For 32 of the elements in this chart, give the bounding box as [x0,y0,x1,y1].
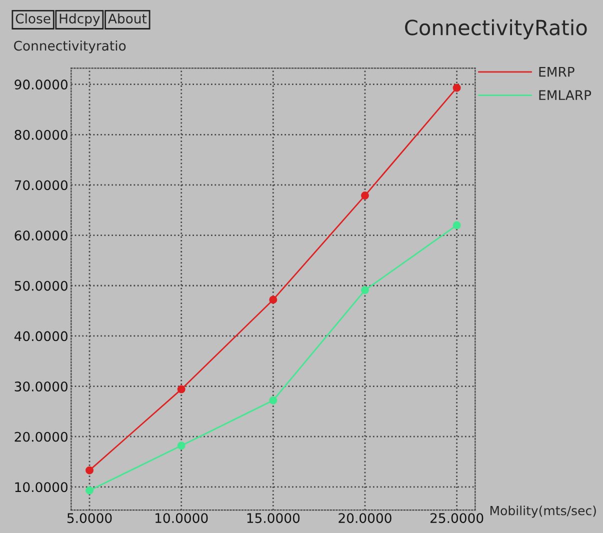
text: About [108,13,147,24]
point [452,221,461,230]
y-tick-label: 80.0000 [14,130,68,140]
chart-title: ConnectivityRatio [405,19,587,40]
text: Close [16,13,50,24]
y-tick-label: 20.0000 [14,432,68,442]
point [86,466,94,474]
y-tick-label: 90.0000 [14,80,68,90]
point [177,385,186,394]
x-tick-label: 25.0000 [430,513,484,524]
point [360,192,369,200]
point [269,396,278,404]
point [269,296,278,304]
y-tick-label: 50.0000 [14,280,68,291]
y-axis-title: Connectivityratio [14,40,126,54]
y-tick-label: 10.0000 [15,482,68,492]
point [86,486,94,494]
y-tick-label: 60.0000 [14,230,68,241]
y-tick-label: 30.0000 [14,382,68,392]
x-axis-title: Mobility(mts/sec) [490,506,596,518]
x-tick-label: 10.0000 [156,513,208,524]
legend-label: EMRP [539,66,574,77]
x-tick-label: 20.0000 [338,513,392,524]
point [177,442,186,450]
text: Hdcpy [60,13,100,26]
x-tick-label: 15.0000 [247,513,300,524]
y-tick-label: 40.0000 [14,331,68,342]
point [452,84,461,92]
point [360,286,369,294]
x-tick-label: 5.0000 [67,513,112,524]
y-tick-label: 70.0000 [14,180,68,190]
legend-label: EMLARP [539,90,592,100]
